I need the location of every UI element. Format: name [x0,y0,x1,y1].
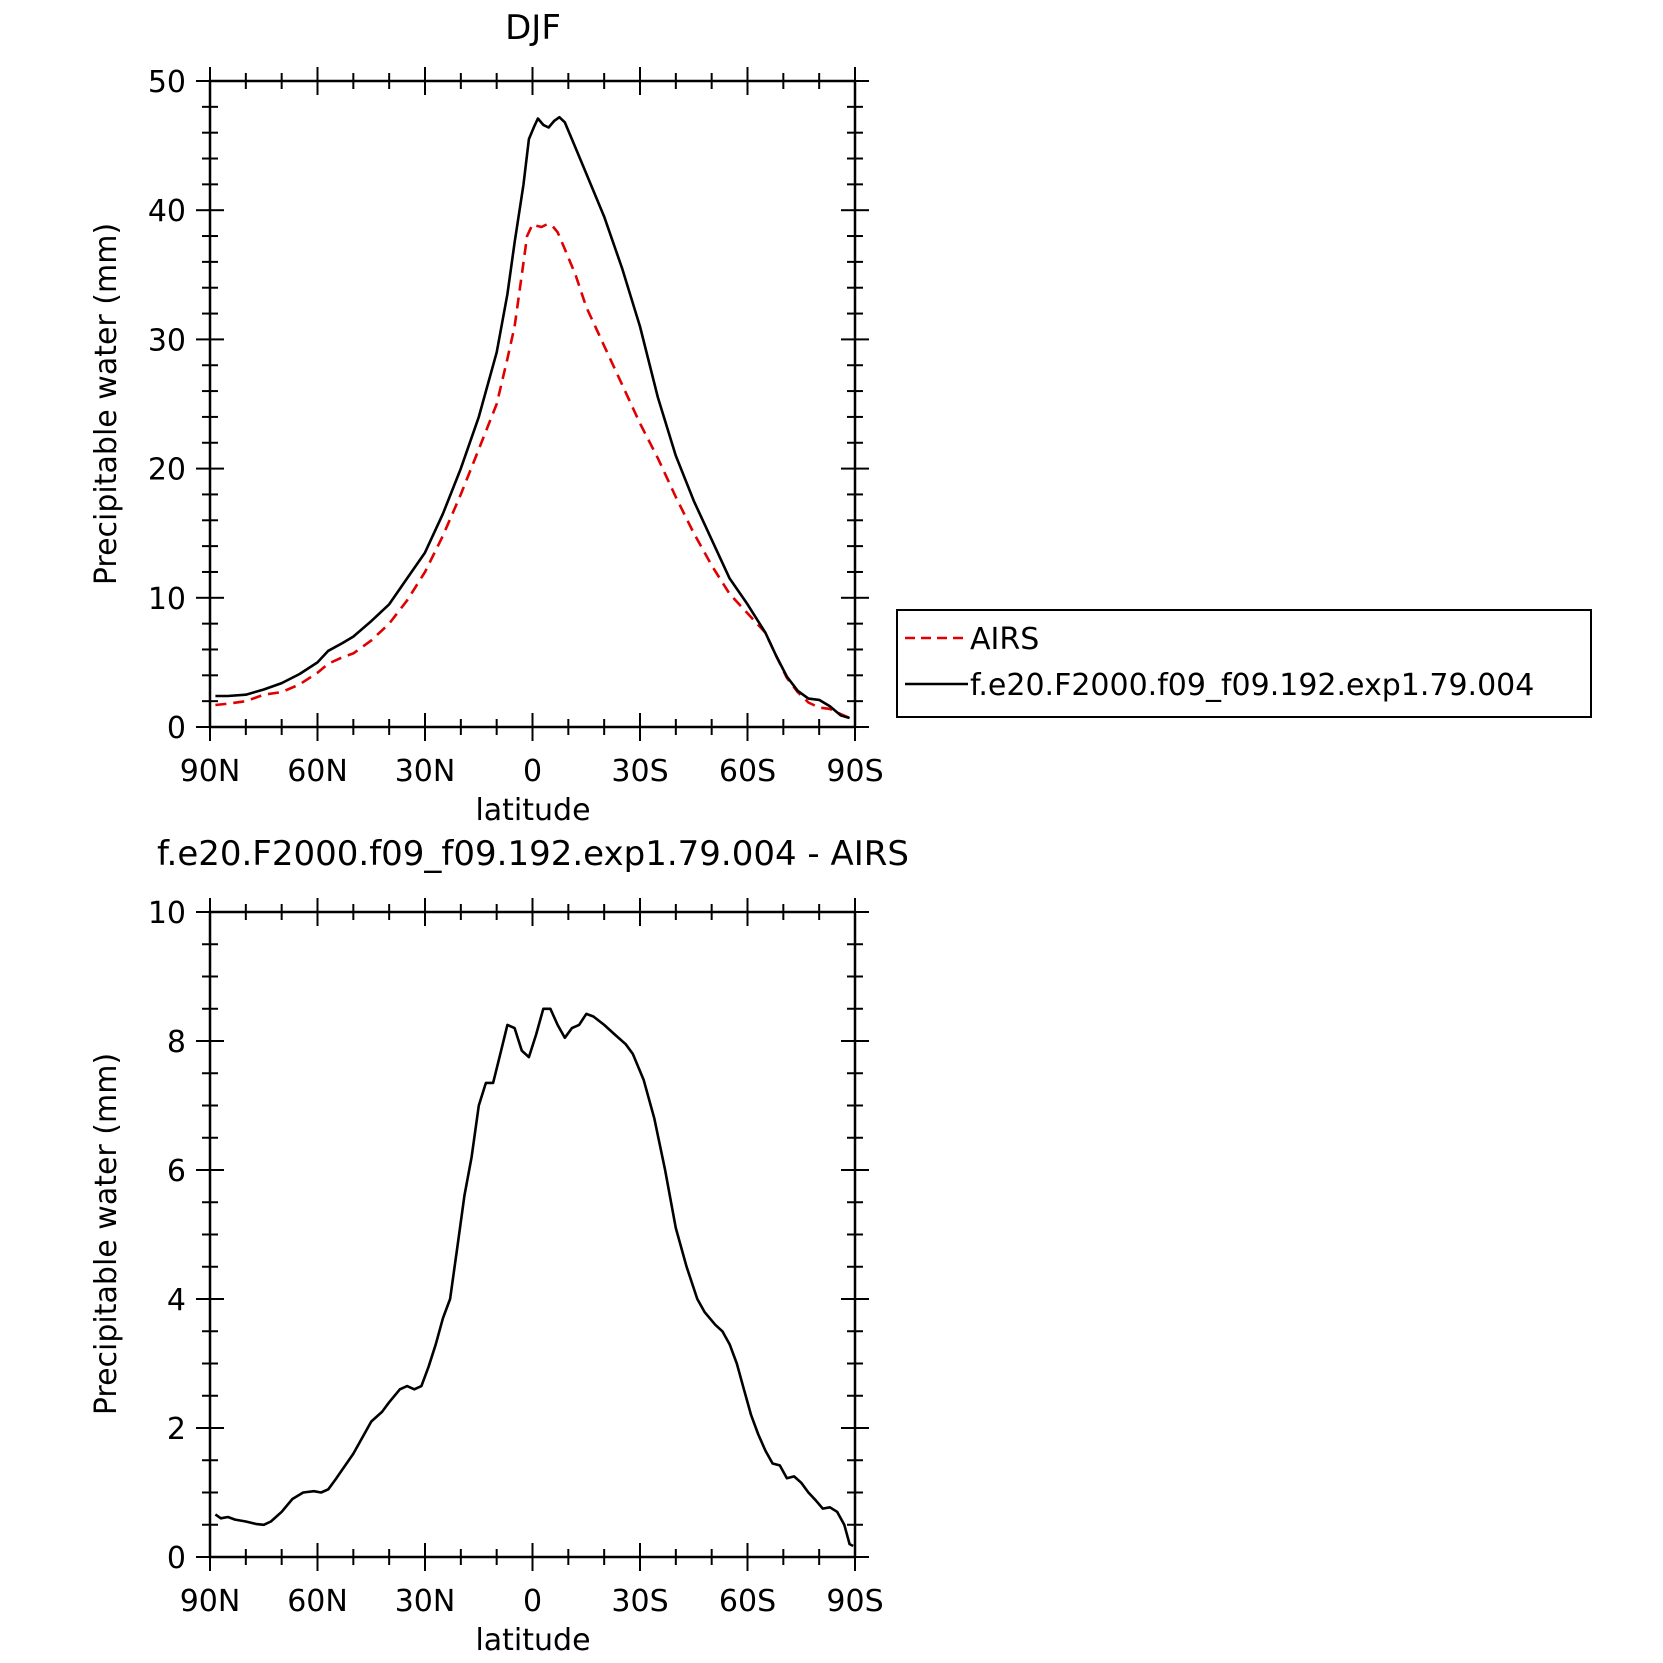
panel-1-y-tick-label: 10 [148,582,186,617]
panel-2-x-tick-label: 60N [287,1584,348,1619]
legend-box [896,609,1592,718]
legend: AIRS f.e20.F2000.f09_f09.192.exp1.79.004 [896,609,1592,718]
panel-1-y-axis-label: Precipitable water (mm) [89,223,124,585]
panel-2-y-tick-label: 2 [167,1412,186,1447]
panel-2-y-tick-label: 10 [148,896,186,931]
panel-1-y-tick-label: 0 [167,711,186,746]
panel-2-x-axis-label: latitude [475,1623,590,1658]
panel-1-x-tick-label: 30N [395,754,456,789]
panel-2-y-tick-label: 8 [167,1025,186,1060]
panel-2-title: f.e20.F2000.f09_f09.192.exp1.79.004 - AI… [157,834,909,874]
panel-1-title: DJF [505,8,561,48]
panel-2-series [214,1007,854,1548]
panel-1: DJF 90N 60N 30N 0 30S 60S 90S 0 10 20 30 40 50 Preci… [89,8,1592,828]
panel-1-x-tick-label: 60N [287,754,348,789]
panel-2: f.e20.F2000.f09_f09.192.exp1.79.004 - AI… [89,834,909,1658]
panel-2-x-tick-label: 0 [523,1584,542,1619]
panel-1-x-tick-label: 60S [719,754,776,789]
panel-1-x-tick-label: 90S [826,754,883,789]
panel-1-x-tick-label: 0 [523,754,542,789]
panel-2-y-tick-label: 0 [167,1541,186,1576]
panel-1-y-tick-label: 50 [148,65,186,100]
panel-2-y-axis-label: Precipitable water (mm) [89,1053,124,1415]
panel-2-x-tick-label: 30S [611,1584,668,1619]
panel-1-plot-frame [208,79,857,729]
panel-1-y-tick-label: 30 [148,323,186,358]
panel-1-x-axis-label: latitude [475,793,590,828]
panel-1-x-tick-label: 90N [180,754,241,789]
legend-label-model: f.e20.F2000.f09_f09.192.exp1.79.004 [970,668,1534,703]
panel-2-x-tick-label: 90S [826,1584,883,1619]
legend-label-airs: AIRS [970,622,1039,657]
panel-2-plot-frame [208,910,857,1559]
panel-2-x-tick-label: 30N [395,1584,456,1619]
panel-1-y-tick-label: 40 [148,194,186,229]
panel-1-axes: 90N 60N 30N 0 30S 60S 90S 0 10 20 30 40 50 [148,65,884,789]
panel-1-y-tick-label: 20 [148,453,186,488]
panel-2-x-tick-label: 60S [719,1584,776,1619]
panel-1-x-tick-label: 30S [611,754,668,789]
panel-2-series-line-difference [214,1007,854,1548]
panel-2-x-tick-label: 90N [180,1584,241,1619]
panel-1-series-line-airs [215,223,851,720]
panel-2-y-tick-label: 4 [167,1283,186,1318]
panel-2-axes: 90N 60N 30N 0 30S 60S 90S 0 2 4 6 8 10 [148,896,884,1619]
panel-1-series [215,115,851,720]
panel-2-y-tick-label: 6 [167,1154,186,1189]
panel-1-series-line-f-e20-f2000-f09-f09-192-exp1-79-004 [215,115,850,720]
